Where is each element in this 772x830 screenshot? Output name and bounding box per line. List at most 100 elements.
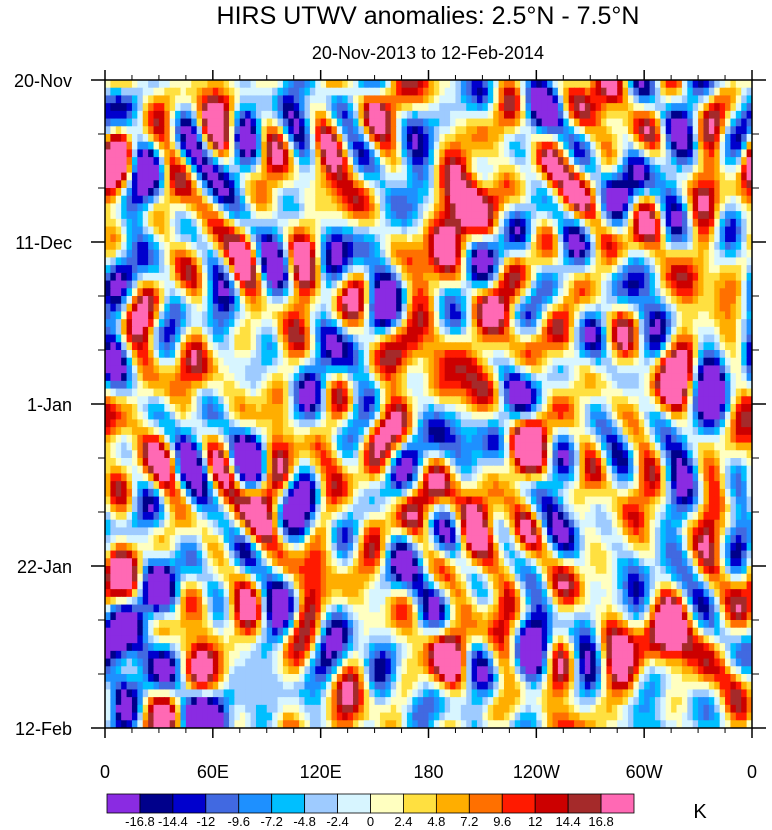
heatmap-cell [299, 280, 306, 289]
heatmap-cell [202, 172, 209, 181]
heatmap-cell [299, 87, 306, 97]
heatmap-cell [250, 280, 257, 289]
heatmap-cell [719, 218, 726, 228]
heatmap-cell [272, 334, 279, 343]
heatmap-cell [541, 87, 548, 97]
heatmap-cell [574, 211, 581, 220]
heatmap-cell [358, 226, 365, 235]
heatmap-cell [326, 188, 333, 197]
heatmap-cell [266, 226, 273, 235]
heatmap-cell [385, 234, 392, 243]
heatmap-cell [671, 326, 678, 336]
heatmap-cell [148, 195, 155, 205]
heatmap-cell [536, 380, 543, 390]
heatmap-cell [320, 218, 327, 228]
heatmap-cell [541, 380, 548, 390]
heatmap-cell [266, 319, 273, 328]
heatmap-cell [212, 103, 219, 112]
heatmap-cell [105, 195, 111, 205]
heatmap-cell [520, 118, 527, 127]
heatmap-cell [746, 103, 752, 112]
heatmap-cell [649, 149, 656, 158]
heatmap-cell [336, 157, 343, 166]
heatmap-cell [444, 134, 451, 143]
heatmap-cell [121, 211, 128, 220]
heatmap-cell [282, 87, 289, 97]
heatmap-cell [520, 319, 527, 328]
heatmap-cell [299, 303, 306, 313]
heatmap-cell [266, 195, 273, 205]
heatmap-cell [218, 303, 225, 313]
heatmap-cell [520, 80, 527, 89]
heatmap-cell [477, 288, 484, 297]
heatmap-cell [110, 126, 117, 135]
heatmap-cell [169, 141, 176, 151]
heatmap-cell [708, 388, 715, 397]
heatmap-cell [725, 296, 732, 305]
heatmap-cell [164, 211, 171, 220]
heatmap-cell [406, 95, 413, 104]
heatmap-cell [137, 296, 144, 305]
heatmap-cell [304, 249, 311, 259]
heatmap-cell [563, 342, 570, 351]
heatmap-cell [180, 319, 187, 328]
heatmap-cell [320, 365, 327, 374]
heatmap-cell [191, 380, 198, 390]
heatmap-cell [131, 242, 138, 251]
heatmap-cell [719, 234, 726, 243]
heatmap-cell [196, 141, 203, 151]
heatmap-cell [202, 272, 209, 282]
heatmap-cell [574, 118, 581, 127]
heatmap-cell [590, 195, 597, 205]
heatmap-cell [385, 141, 392, 151]
heatmap-cell [703, 265, 710, 274]
heatmap-cell [191, 203, 198, 212]
heatmap-cell [574, 218, 581, 228]
heatmap-cell [622, 180, 629, 189]
heatmap-cell [477, 234, 484, 243]
heatmap-cell [433, 226, 440, 235]
heatmap-cell [282, 272, 289, 282]
heatmap-cell [374, 234, 381, 243]
heatmap-cell [261, 149, 268, 158]
heatmap-cell [223, 373, 230, 382]
heatmap-cell [498, 272, 505, 282]
heatmap-cell [202, 118, 209, 127]
heatmap-cell [255, 326, 262, 336]
heatmap-cell [131, 388, 138, 397]
heatmap-cell [552, 334, 559, 343]
heatmap-cell [536, 334, 543, 343]
heatmap-cell [423, 203, 430, 212]
heatmap-cell [741, 357, 748, 367]
heatmap-cell [126, 342, 133, 351]
heatmap-cell [509, 87, 516, 97]
heatmap-cell [633, 180, 640, 189]
heatmap-cell [676, 326, 683, 336]
heatmap-cell [439, 311, 446, 320]
heatmap-cell [439, 141, 446, 151]
heatmap-cell [293, 203, 300, 212]
heatmap-cell [185, 242, 192, 251]
heatmap-cell [379, 288, 386, 297]
heatmap-cell [126, 195, 133, 205]
heatmap-cell [293, 296, 300, 305]
heatmap-cell [158, 265, 165, 274]
heatmap-cell [110, 380, 117, 390]
heatmap-cell [196, 87, 203, 97]
heatmap-cell [412, 257, 419, 266]
heatmap-cell [633, 218, 640, 228]
heatmap-cell [142, 87, 149, 97]
heatmap-cell [552, 157, 559, 166]
heatmap-cell [218, 141, 225, 151]
heatmap-cell [514, 149, 521, 158]
heatmap-cell [326, 157, 333, 166]
heatmap-cell [676, 334, 683, 343]
heatmap-cell [552, 373, 559, 382]
heatmap-cell [148, 326, 155, 336]
heatmap-cell [584, 164, 591, 174]
heatmap-cell [396, 373, 403, 382]
heatmap-cell [369, 342, 376, 351]
heatmap-cell [698, 272, 705, 282]
heatmap-cell [466, 288, 473, 297]
